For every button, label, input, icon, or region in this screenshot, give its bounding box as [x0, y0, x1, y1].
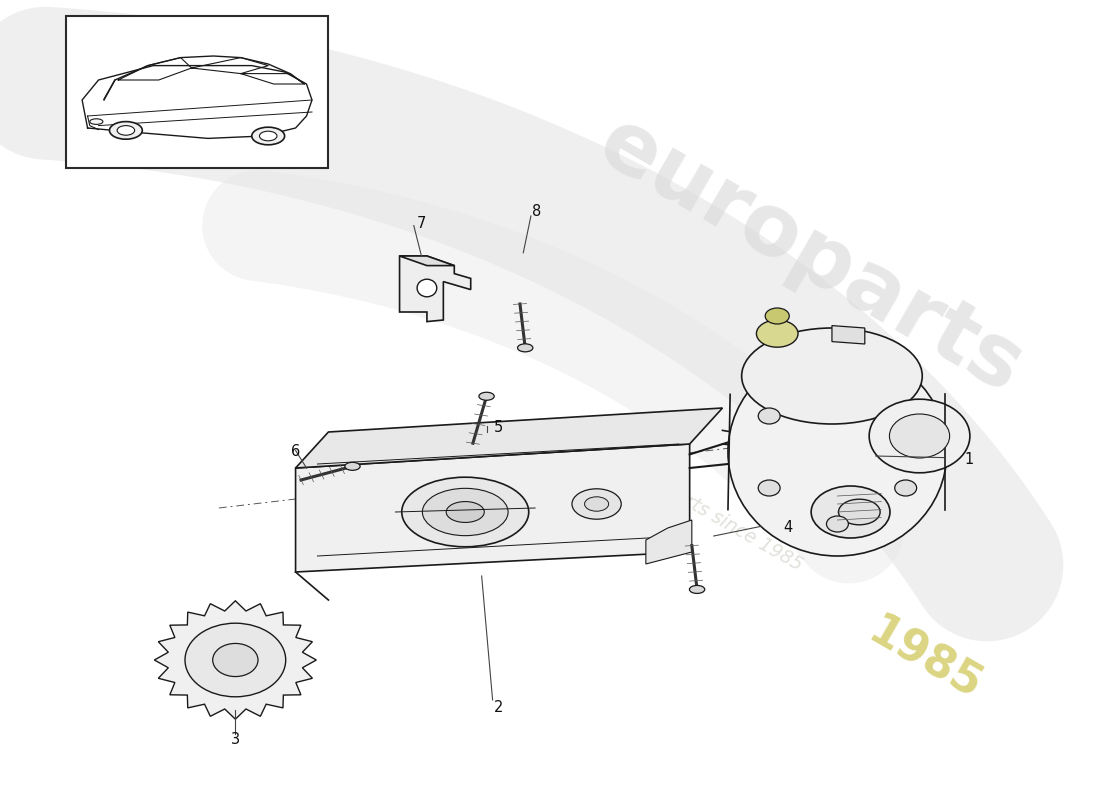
Ellipse shape	[422, 488, 508, 536]
Ellipse shape	[572, 489, 621, 519]
Ellipse shape	[478, 392, 494, 400]
Ellipse shape	[741, 328, 922, 424]
Ellipse shape	[417, 279, 437, 297]
Text: 5: 5	[494, 421, 503, 435]
Polygon shape	[296, 408, 723, 468]
Ellipse shape	[447, 502, 484, 522]
Ellipse shape	[838, 499, 880, 525]
Ellipse shape	[90, 119, 103, 124]
Text: 1: 1	[965, 453, 974, 467]
Circle shape	[894, 480, 916, 496]
Circle shape	[185, 623, 286, 697]
Polygon shape	[154, 601, 317, 719]
Text: 1985: 1985	[860, 610, 989, 710]
Ellipse shape	[117, 126, 134, 135]
Ellipse shape	[584, 497, 608, 511]
Circle shape	[212, 643, 258, 677]
Ellipse shape	[728, 348, 947, 556]
Text: 4: 4	[783, 521, 793, 535]
Text: 3: 3	[231, 733, 240, 747]
Circle shape	[758, 408, 780, 424]
Ellipse shape	[890, 414, 949, 458]
Polygon shape	[296, 444, 690, 572]
Text: 8: 8	[531, 205, 541, 219]
Ellipse shape	[811, 486, 890, 538]
Ellipse shape	[757, 320, 798, 347]
Polygon shape	[399, 256, 471, 322]
Text: 2: 2	[494, 701, 503, 715]
Polygon shape	[646, 520, 692, 564]
Bar	[66, 16, 329, 168]
Ellipse shape	[252, 127, 285, 145]
Ellipse shape	[110, 122, 142, 139]
Text: a passion for parts since 1985: a passion for parts since 1985	[551, 417, 806, 575]
Ellipse shape	[260, 131, 277, 141]
Ellipse shape	[690, 586, 705, 594]
Ellipse shape	[766, 308, 790, 324]
Ellipse shape	[518, 344, 532, 352]
Circle shape	[758, 480, 780, 496]
Text: 7: 7	[417, 217, 426, 231]
Ellipse shape	[344, 462, 360, 470]
Circle shape	[826, 516, 848, 532]
Polygon shape	[399, 256, 454, 266]
Text: europarts: europarts	[583, 101, 1037, 411]
Text: 6: 6	[290, 445, 300, 459]
Polygon shape	[832, 326, 865, 344]
Ellipse shape	[869, 399, 970, 473]
Ellipse shape	[402, 477, 529, 547]
